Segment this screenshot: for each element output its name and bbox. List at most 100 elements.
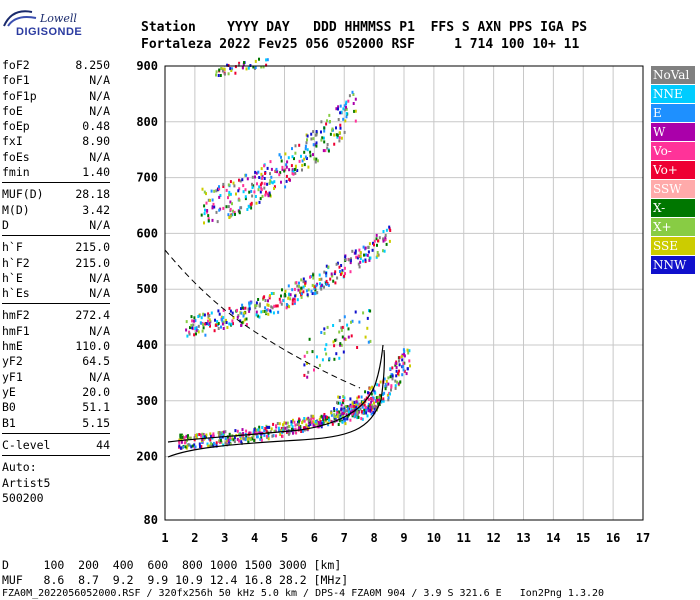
echo-point	[251, 182, 253, 186]
echo-point	[246, 177, 249, 181]
echo-point	[264, 299, 267, 302]
param-row: B1 5.15	[2, 416, 110, 431]
legend-item: E	[651, 104, 695, 122]
echo-point	[292, 431, 294, 435]
echo-point	[195, 332, 197, 336]
echo-point	[259, 437, 262, 441]
echo-point	[345, 107, 348, 111]
echo-point	[198, 442, 201, 446]
echo-point	[224, 437, 227, 441]
echo-point	[285, 174, 288, 178]
echo-point	[356, 396, 359, 400]
echo-point	[299, 289, 302, 293]
echo-point	[222, 443, 225, 447]
echo-point	[395, 374, 398, 378]
echo-point	[247, 307, 250, 311]
echo-point	[378, 383, 380, 387]
echo-point	[223, 67, 226, 71]
echo-point	[323, 129, 326, 133]
echo-point	[293, 420, 296, 424]
echo-point	[300, 430, 303, 433]
echo-point	[353, 404, 356, 408]
echo-point	[269, 172, 271, 176]
legend-item: X-	[651, 199, 695, 217]
echo-point	[260, 436, 263, 440]
echo-point	[229, 436, 232, 440]
echo-point	[232, 322, 234, 326]
echo-point	[345, 102, 347, 106]
echo-point	[362, 259, 364, 263]
echo-point	[242, 184, 245, 188]
echo-point	[218, 312, 221, 316]
echo-point	[254, 304, 256, 308]
echo-point	[241, 303, 244, 307]
legend-item: W	[651, 123, 695, 141]
echo-point	[358, 320, 361, 324]
echo-point	[333, 413, 336, 417]
echo-point	[357, 395, 360, 399]
echo-point	[272, 311, 275, 315]
echo-point	[222, 320, 225, 324]
echo-point	[276, 304, 279, 308]
echo-point	[235, 192, 237, 196]
echo-point	[245, 67, 248, 71]
echo-point	[314, 133, 317, 137]
echo-point	[283, 421, 286, 425]
echo-point	[326, 119, 328, 123]
echo-point	[282, 299, 285, 303]
echo-point	[254, 59, 257, 63]
echo-point	[402, 362, 405, 366]
echo-point	[276, 170, 279, 174]
echo-point	[313, 368, 315, 372]
echo-point	[316, 422, 318, 426]
echo-point	[307, 288, 310, 292]
echo-point	[285, 303, 288, 306]
echo-point	[219, 194, 222, 197]
echo-point	[340, 328, 343, 332]
echo-point	[187, 434, 189, 438]
echo-point	[364, 405, 367, 409]
echo-point	[254, 170, 257, 174]
echo-point	[241, 321, 244, 325]
echo-point	[339, 342, 342, 346]
param-row: D N/A	[2, 218, 110, 233]
echo-point	[301, 292, 303, 295]
echo-point	[187, 436, 189, 440]
echo-point	[215, 441, 218, 445]
echo-point	[241, 428, 244, 432]
echo-point	[372, 405, 375, 409]
echo-point	[336, 133, 339, 137]
echo-point	[318, 363, 321, 367]
echo-point	[260, 65, 263, 69]
echo-point	[288, 178, 291, 181]
x-tick-label: 2	[191, 531, 198, 545]
echo-point	[327, 149, 330, 153]
param-row: hmF2 272.4	[2, 308, 110, 323]
x-tick-label: 15	[576, 531, 590, 545]
echo-point	[334, 270, 337, 274]
echo-point	[287, 432, 290, 436]
echo-point	[338, 395, 341, 399]
param-value: N/A	[89, 149, 110, 164]
divider	[2, 455, 110, 457]
echo-point	[367, 406, 370, 410]
param-value: 1.40	[82, 165, 110, 180]
echo-point	[194, 327, 197, 330]
echo-point	[332, 340, 335, 344]
echo-point	[289, 297, 292, 301]
echo-point	[334, 338, 336, 342]
echo-point	[298, 426, 301, 430]
echo-point	[203, 313, 206, 317]
echo-point	[203, 437, 206, 441]
echo-point	[225, 188, 228, 192]
echo-point	[303, 363, 306, 367]
echo-point	[347, 410, 350, 414]
echo-point	[229, 438, 232, 442]
echo-point	[208, 437, 211, 441]
echo-point	[388, 239, 391, 243]
y-tick-label: 800	[136, 115, 158, 129]
echo-point	[307, 424, 310, 428]
echo-point	[224, 430, 227, 434]
echo-point	[265, 311, 268, 315]
echo-point	[266, 425, 268, 429]
